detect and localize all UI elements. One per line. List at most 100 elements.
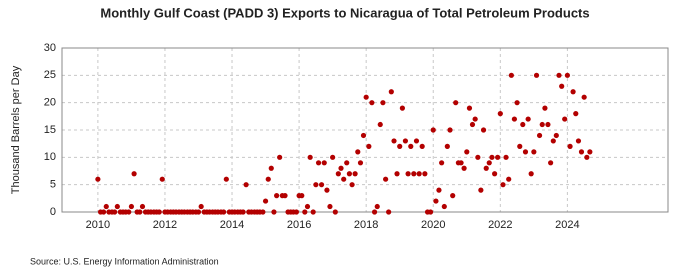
data-point [126, 209, 132, 215]
data-point [268, 165, 274, 171]
data-point [335, 171, 341, 177]
data-point [480, 127, 487, 133]
data-point [307, 154, 313, 160]
data-point [399, 105, 405, 111]
data-point [495, 154, 501, 160]
data-point [545, 121, 551, 128]
data-point [330, 154, 336, 160]
x-tick-label: 2010 [86, 219, 110, 231]
data-point [383, 176, 389, 182]
y-tick-label: 0 [50, 206, 56, 218]
data-point [315, 160, 322, 166]
data-point [304, 203, 311, 210]
y-tick-label: 30 [44, 42, 56, 54]
data-point [332, 209, 338, 215]
data-point [221, 209, 227, 215]
x-tick-label: 2016 [287, 219, 311, 231]
data-point [447, 127, 453, 133]
y-tick-label: 25 [44, 69, 56, 81]
plot-frame [61, 47, 669, 213]
data-point [324, 187, 330, 193]
data-point [103, 203, 109, 210]
data-point [366, 143, 372, 149]
data-point [363, 94, 369, 100]
data-point [313, 182, 319, 188]
data-point [472, 116, 478, 122]
data-point [282, 193, 288, 199]
y-axis-label: Thousand Barrels per Day [10, 65, 22, 194]
data-point [587, 149, 593, 155]
data-point [575, 138, 582, 144]
data-point [95, 176, 101, 182]
data-point [394, 171, 400, 177]
data-point [402, 138, 409, 144]
x-tick-label: 2024 [555, 219, 579, 231]
data-point [338, 165, 344, 171]
data-point [444, 143, 450, 149]
data-point [405, 171, 411, 177]
data-point [517, 143, 523, 149]
data-point [564, 72, 570, 78]
data-point [371, 209, 378, 215]
data-point [542, 105, 548, 111]
data-point [433, 198, 439, 204]
data-point [299, 193, 305, 199]
data-point [439, 160, 445, 166]
data-point [500, 182, 506, 188]
data-point [508, 72, 514, 78]
data-point [131, 171, 137, 177]
data-point [271, 209, 277, 215]
data-point [453, 100, 459, 106]
data-point [483, 165, 489, 171]
data-point [397, 143, 403, 149]
data-point [310, 209, 316, 215]
data-point [139, 203, 146, 210]
data-point [411, 171, 417, 177]
data-point [511, 116, 518, 122]
data-point [100, 209, 107, 215]
data-point [548, 160, 554, 166]
x-tick-label: 2012 [153, 219, 177, 231]
source-note: Source: U.S. Energy Information Administ… [30, 256, 219, 266]
data-point [478, 187, 484, 193]
data-point [539, 121, 545, 128]
data-point [198, 203, 204, 210]
data-point [349, 182, 355, 188]
data-point [531, 149, 537, 155]
y-tick-label: 5 [50, 179, 56, 191]
data-point [243, 182, 249, 188]
data-point [114, 203, 120, 210]
x-tick-label: 2018 [354, 219, 378, 231]
data-point [156, 209, 162, 215]
data-point [274, 193, 280, 199]
data-point [318, 182, 325, 188]
data-point [556, 72, 562, 78]
data-point [573, 111, 579, 117]
data-point [567, 143, 573, 149]
y-tick-label: 20 [44, 97, 56, 109]
data-point [391, 138, 397, 144]
data-point [327, 203, 333, 210]
data-point [441, 203, 447, 210]
data-point [346, 171, 353, 177]
data-point [461, 165, 467, 171]
data-point [436, 187, 442, 193]
data-point [578, 149, 585, 155]
data-point [562, 116, 568, 122]
data-point [422, 171, 428, 177]
data-point [416, 171, 422, 177]
data-point [341, 176, 347, 182]
data-point [489, 154, 495, 160]
data-point [427, 209, 434, 215]
data-point [506, 176, 512, 182]
data-point [525, 116, 531, 122]
data-point [581, 94, 587, 100]
data-point [374, 203, 380, 210]
data-point [492, 171, 498, 177]
x-tick-label: 2020 [421, 219, 445, 231]
data-point [277, 154, 283, 160]
data-point [584, 154, 590, 160]
data-point [458, 160, 464, 166]
data-point [195, 209, 202, 215]
